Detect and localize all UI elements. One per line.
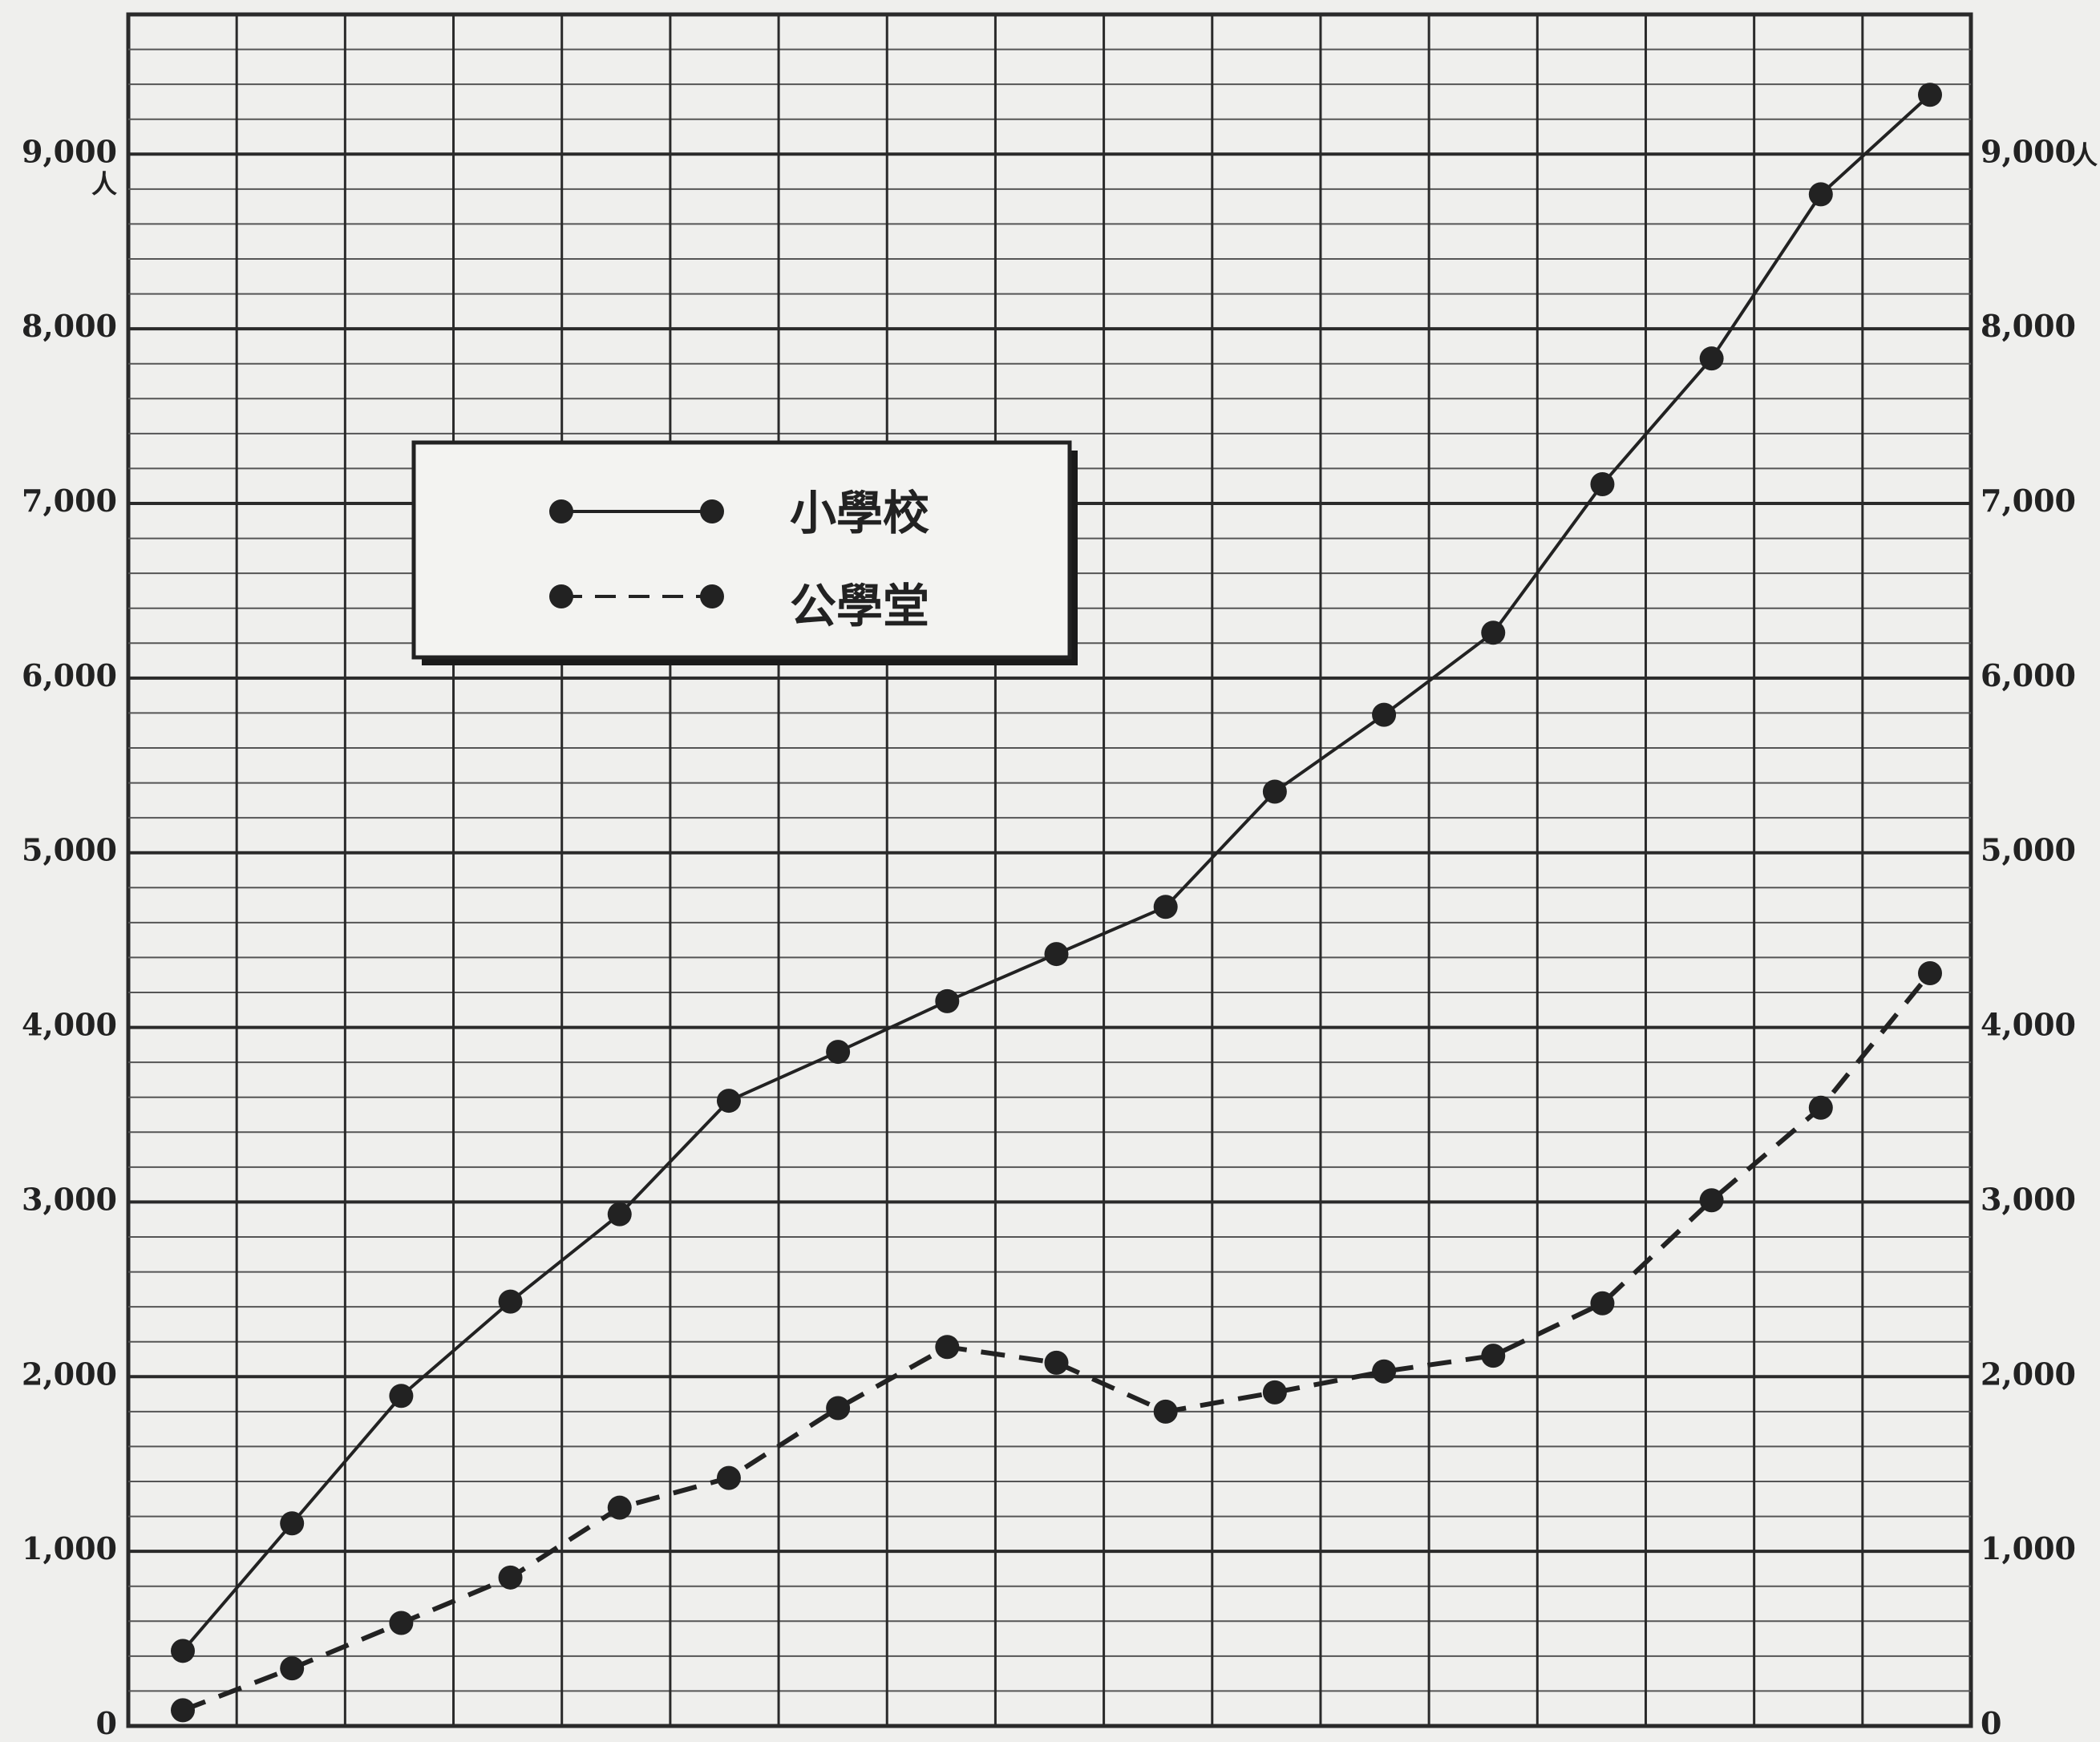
right-tick-label: 0 (1981, 1705, 2001, 1741)
data-point-s1-10 (1262, 1380, 1287, 1405)
data-point-s1-4 (607, 1495, 632, 1520)
right-tick-label: 3,000 (1981, 1181, 2076, 1217)
data-point-s0-12 (1481, 620, 1506, 645)
right-tick-label: 1,000 (1981, 1530, 2076, 1566)
data-point-s0-8 (1044, 942, 1069, 967)
left-tick-label: 7,000 (22, 483, 117, 519)
series-layer (171, 83, 1942, 1723)
right-y-axis: 0 1,000 2,000 3,000 4,000 5,000 6,000 7,000 8,00… (1981, 133, 2098, 1741)
data-point-s1-9 (1153, 1399, 1178, 1424)
legend-marker-solid-end (700, 499, 724, 523)
data-point-s0-7 (935, 988, 960, 1013)
data-point-s0-0 (171, 1639, 195, 1663)
data-point-s0-15 (1808, 182, 1833, 207)
right-tick-label: 5,000 (1981, 832, 2076, 868)
data-point-s1-1 (280, 1656, 305, 1681)
legend: 小學校 公學堂 (411, 440, 1078, 665)
right-tick-label: 9,000 (1981, 133, 2076, 169)
series-line-1 (181, 972, 1932, 1713)
plot-frame (126, 12, 1973, 1728)
data-point-s1-3 (498, 1565, 523, 1590)
data-point-s1-0 (171, 1698, 195, 1723)
data-point-s1-14 (1699, 1188, 1724, 1213)
data-point-s0-6 (826, 1040, 851, 1065)
left-tick-label: 2,000 (22, 1356, 117, 1392)
data-point-s1-11 (1372, 1359, 1397, 1384)
data-point-s1-2 (389, 1611, 414, 1635)
left-tick-label: 8,000 (22, 308, 117, 344)
left-tick-label: 4,000 (22, 1007, 117, 1043)
data-point-s0-11 (1372, 702, 1397, 727)
data-point-s1-6 (826, 1396, 851, 1421)
legend-label-public-school: 公學堂 (790, 579, 929, 633)
legend-marker-dashed-start (549, 584, 573, 608)
data-point-s0-5 (716, 1089, 741, 1114)
data-point-s1-5 (716, 1465, 741, 1490)
data-point-s0-1 (280, 1511, 305, 1536)
legend-box (411, 440, 1072, 660)
left-tick-label: 5,000 (22, 832, 117, 868)
data-point-s0-14 (1699, 346, 1724, 371)
data-point-s1-12 (1481, 1344, 1506, 1368)
right-tick-label: 8,000 (1981, 308, 2076, 344)
data-point-s1-8 (1044, 1350, 1069, 1375)
data-point-s0-13 (1590, 472, 1615, 497)
data-point-s1-15 (1808, 1095, 1833, 1120)
left-tick-label: 1,000 (22, 1530, 117, 1566)
data-point-s0-16 (1918, 83, 1942, 107)
data-point-s0-9 (1153, 895, 1178, 920)
left-y-axis: 0 1,000 2,000 3,000 4,000 5,000 6,000 7,000 8,00… (22, 133, 117, 1741)
right-unit-label: 人 (2072, 139, 2098, 170)
left-tick-label: 9,000 (22, 133, 117, 169)
data-point-s0-2 (389, 1384, 414, 1409)
legend-label-elementary: 小學校 (790, 486, 929, 540)
left-tick-label: 6,000 (22, 657, 117, 693)
legend-marker-solid-start (549, 499, 573, 523)
left-unit-label: 人 (91, 168, 117, 199)
right-tick-label: 4,000 (1981, 1007, 2076, 1043)
right-tick-label: 6,000 (1981, 657, 2076, 693)
data-point-s0-10 (1262, 779, 1287, 804)
data-point-s0-3 (498, 1289, 523, 1314)
grid (126, 12, 1973, 1728)
right-tick-label: 7,000 (1981, 483, 2076, 519)
data-point-s1-7 (935, 1335, 960, 1360)
data-point-s1-16 (1918, 961, 1942, 986)
data-point-s0-4 (607, 1202, 632, 1227)
right-tick-label: 2,000 (1981, 1356, 2076, 1392)
data-point-s1-13 (1590, 1291, 1615, 1316)
legend-marker-dashed-end (700, 584, 724, 608)
left-tick-label: 0 (96, 1705, 117, 1741)
left-tick-label: 3,000 (22, 1181, 117, 1217)
